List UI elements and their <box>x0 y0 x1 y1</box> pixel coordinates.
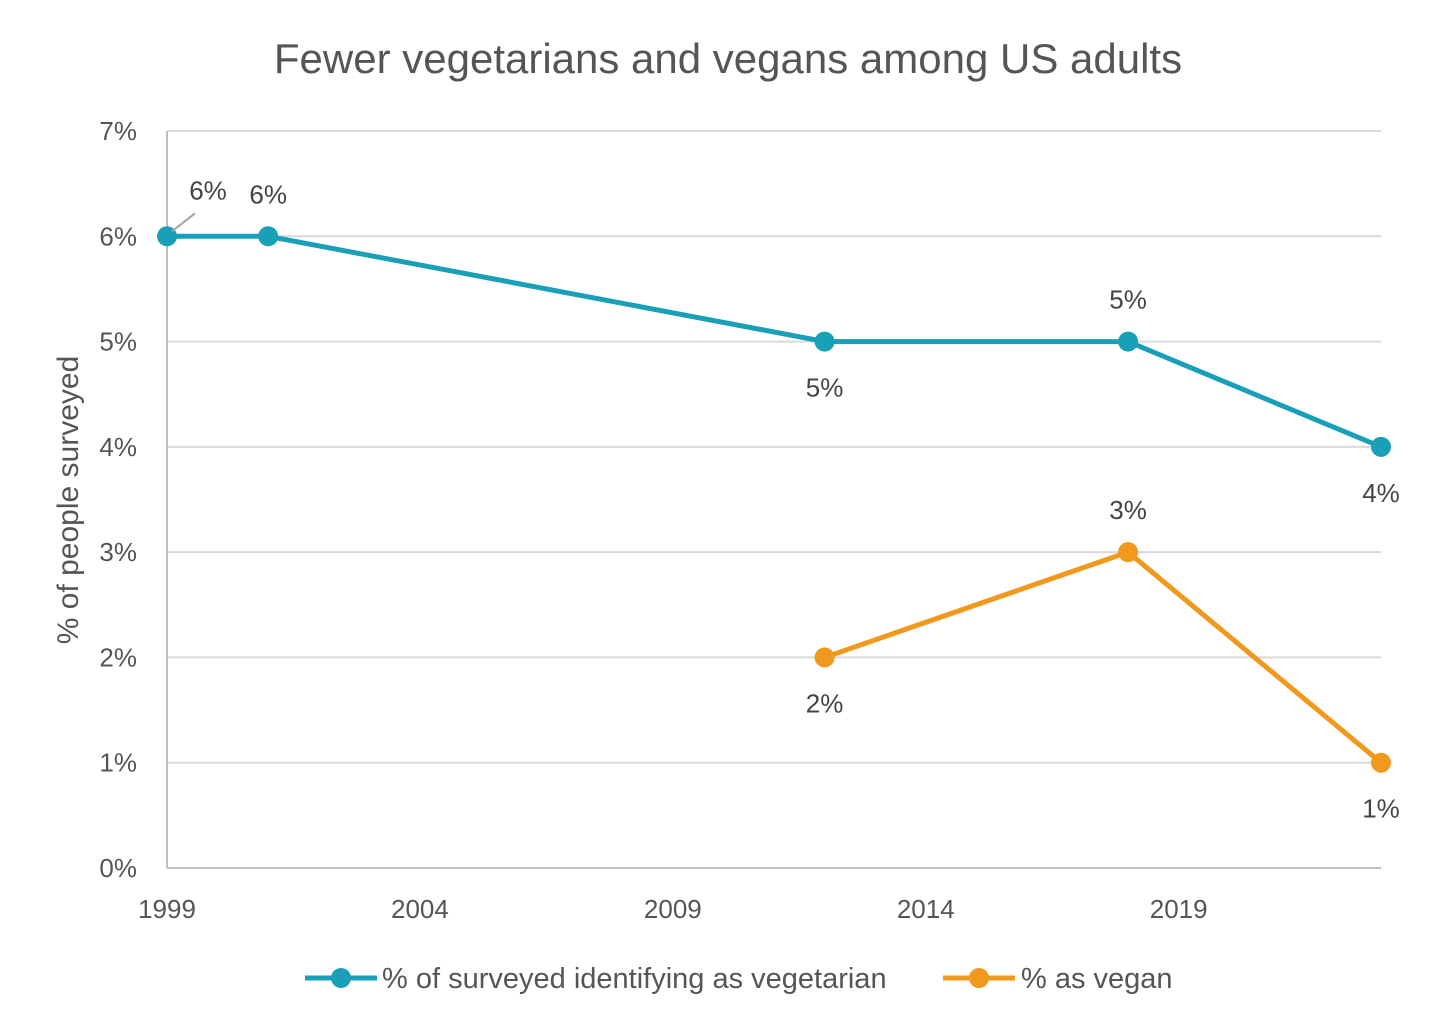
chart-title: Fewer vegetarians and vegans among US ad… <box>274 35 1182 82</box>
series-layer: 6% 6% 5% 5% 4% 2% 3% 1% <box>157 175 1400 824</box>
data-label: 2% <box>806 688 844 718</box>
x-tick-label: 2019 <box>1150 894 1208 924</box>
data-point <box>258 226 279 247</box>
y-axis-label: % of people surveyed <box>52 356 85 645</box>
label-leader-line <box>171 212 196 233</box>
y-tick-label: 6% <box>99 221 137 251</box>
legend: % of surveyed identifying as vegetarian%… <box>305 963 1173 995</box>
x-tick-label: 1999 <box>138 894 196 924</box>
data-label: 6% <box>189 175 227 205</box>
legend-swatch-marker <box>331 968 351 988</box>
data-point <box>1371 436 1391 457</box>
series-vegetarian: 6% 6% 5% 5% 4% <box>157 175 1400 508</box>
data-label: 5% <box>806 373 844 403</box>
y-tick-label: 2% <box>99 642 137 672</box>
y-tick-label: 3% <box>99 537 137 567</box>
data-label: 4% <box>1362 478 1400 508</box>
legend-swatch-marker <box>969 968 989 988</box>
grid-lines <box>166 130 1381 869</box>
x-tick-label: 2014 <box>897 894 955 924</box>
x-axis-ticks: 1999 2004 2009 2014 2019 <box>138 894 1208 924</box>
data-point <box>814 647 835 668</box>
y-tick-label: 1% <box>99 748 137 778</box>
y-tick-label: 4% <box>99 432 137 462</box>
y-axis-ticks: 0% 1% 2% 3% 4% 5% 6% 7% <box>99 116 137 883</box>
data-label: 1% <box>1362 794 1400 824</box>
data-point <box>1118 542 1139 563</box>
data-point <box>814 331 835 352</box>
data-label: 3% <box>1109 495 1147 525</box>
y-tick-label: 7% <box>99 116 137 146</box>
y-tick-label: 5% <box>99 327 137 357</box>
data-point <box>1118 331 1139 352</box>
series-vegan: 2% 3% 1% <box>806 495 1400 824</box>
x-tick-label: 2004 <box>391 894 449 924</box>
x-tick-label: 2009 <box>644 894 702 924</box>
legend-item-vegan: % as vegan <box>943 963 1173 995</box>
data-label: 6% <box>249 179 287 209</box>
data-point <box>1371 752 1391 773</box>
legend-label: % of surveyed identifying as vegetarian <box>382 963 887 995</box>
legend-label: % as vegan <box>1021 963 1173 995</box>
legend-item-vegetarian: % of surveyed identifying as vegetarian <box>305 963 887 995</box>
y-tick-label: 0% <box>99 853 137 883</box>
data-label: 5% <box>1109 285 1147 315</box>
